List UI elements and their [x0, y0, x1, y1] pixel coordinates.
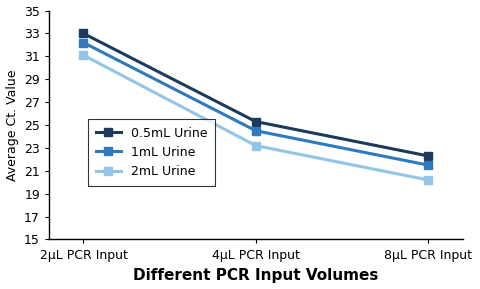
0.5mL Urine: [424, 154, 430, 158]
1mL Urine: [81, 41, 86, 44]
2mL Urine: [252, 144, 258, 147]
Legend: 0.5mL Urine, 1mL Urine, 2mL Urine: 0.5mL Urine, 1mL Urine, 2mL Urine: [88, 119, 215, 186]
1mL Urine: [252, 129, 258, 132]
Line: 1mL Urine: 1mL Urine: [79, 38, 432, 169]
0.5mL Urine: [252, 120, 258, 123]
Line: 0.5mL Urine: 0.5mL Urine: [79, 29, 432, 160]
Line: 2mL Urine: 2mL Urine: [79, 51, 432, 184]
2mL Urine: [81, 53, 86, 57]
X-axis label: Different PCR Input Volumes: Different PCR Input Volumes: [133, 268, 378, 284]
2mL Urine: [424, 178, 430, 182]
0.5mL Urine: [81, 32, 86, 35]
1mL Urine: [424, 163, 430, 167]
Y-axis label: Average Ct. Value: Average Ct. Value: [6, 69, 19, 181]
